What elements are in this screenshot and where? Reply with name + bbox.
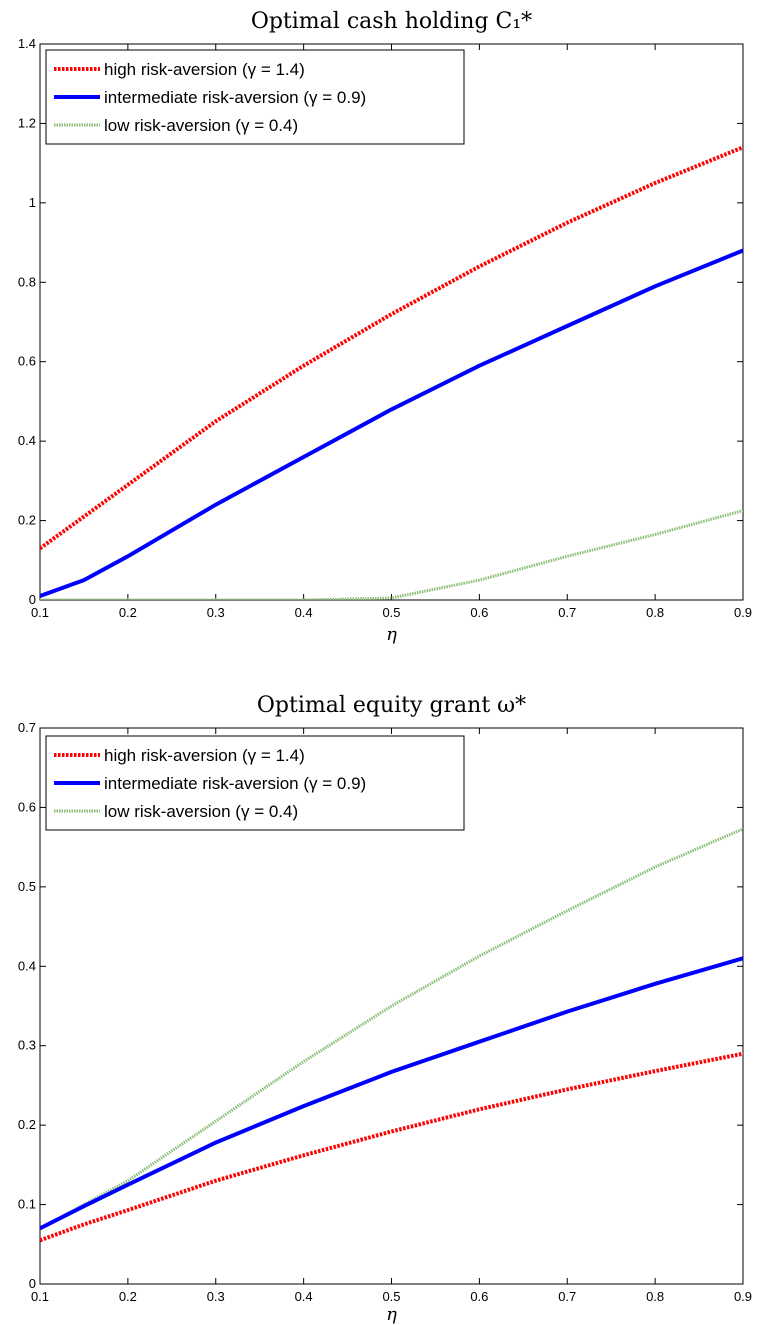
series-line-2 — [40, 956, 743, 1231]
chart-title: Optimal equity grant ω* — [257, 693, 526, 718]
y-tick-label: 0.7 — [18, 720, 36, 735]
y-tick-label: 0 — [29, 1276, 36, 1291]
x-tick-label: 0.4 — [295, 1289, 313, 1304]
x-tick-label: 0.9 — [734, 605, 752, 620]
legend-label-2: intermediate risk-aversion (γ = 0.9) — [104, 88, 366, 107]
y-tick-label: 0.1 — [18, 1197, 36, 1212]
x-tick-label: 0.8 — [646, 605, 664, 620]
legend-label-1: high risk-aversion (γ = 1.4) — [104, 746, 305, 765]
y-tick-label: 0.8 — [18, 274, 36, 289]
legend-label-2: intermediate risk-aversion (γ = 0.9) — [104, 774, 366, 793]
y-tick-label: 0.4 — [18, 958, 36, 973]
y-tick-label: 0.4 — [18, 433, 36, 448]
y-tick-label: 1 — [29, 195, 36, 210]
x-tick-label: 0.3 — [207, 605, 225, 620]
x-axis-label: η — [386, 1304, 397, 1325]
x-tick-label: 0.1 — [31, 605, 49, 620]
y-tick-label: 0.3 — [18, 1038, 36, 1053]
legend: high risk-aversion (γ = 1.4) intermediate… — [45, 735, 465, 831]
series-line-1 — [40, 145, 743, 551]
x-tick-label: 0.7 — [558, 1289, 576, 1304]
legend-label-3: low risk-aversion (γ = 0.4) — [104, 802, 298, 821]
series-line-3 — [40, 509, 743, 600]
x-tick-label: 0.6 — [470, 605, 488, 620]
x-tick-label: 0.2 — [119, 1289, 137, 1304]
series-line-1 — [40, 1051, 743, 1243]
legend-box — [45, 735, 465, 831]
y-tick-label: 0.6 — [18, 799, 36, 814]
y-tick-label: 0 — [29, 592, 36, 607]
legend-label-1: high risk-aversion (γ = 1.4) — [104, 60, 305, 79]
x-axis-label: η — [386, 624, 397, 645]
chart-panel-1: Optimal cash holding C₁* 0.1 0.2 0.3 0.4 0.5 0… — [18, 9, 752, 645]
series-line-3 — [40, 827, 743, 1230]
chart-title: Optimal cash holding C₁* — [251, 9, 532, 34]
x-tick-label: 0.3 — [207, 1289, 225, 1304]
x-tick-label: 0.4 — [295, 605, 313, 620]
x-tick-label: 0.7 — [558, 605, 576, 620]
x-tick-label: 0.1 — [31, 1289, 49, 1304]
x-tick-label: 0.5 — [382, 605, 400, 620]
y-tick-label: 0.2 — [18, 513, 36, 528]
y-tick-label: 0.5 — [18, 879, 36, 894]
chart-panel-2: Optimal equity grant ω* 0.1 0.2 0.3 0.4 0.5 0.… — [18, 693, 752, 1325]
y-tick-label: 1.2 — [18, 115, 36, 130]
x-tick-label: 0.9 — [734, 1289, 752, 1304]
series-line-2 — [40, 248, 743, 598]
y-tick-label: 0.2 — [18, 1117, 36, 1132]
y-tick-label: 0.6 — [18, 354, 36, 369]
x-tick-label: 0.6 — [470, 1289, 488, 1304]
legend-label-3: low risk-aversion (γ = 0.4) — [104, 116, 298, 135]
x-tick-label: 0.2 — [119, 605, 137, 620]
x-tick-label: 0.5 — [382, 1289, 400, 1304]
x-tick-label: 0.8 — [646, 1289, 664, 1304]
legend-box — [45, 49, 465, 145]
y-tick-label: 1.4 — [18, 36, 36, 51]
legend: high risk-aversion (γ = 1.4) intermediate… — [45, 49, 465, 145]
